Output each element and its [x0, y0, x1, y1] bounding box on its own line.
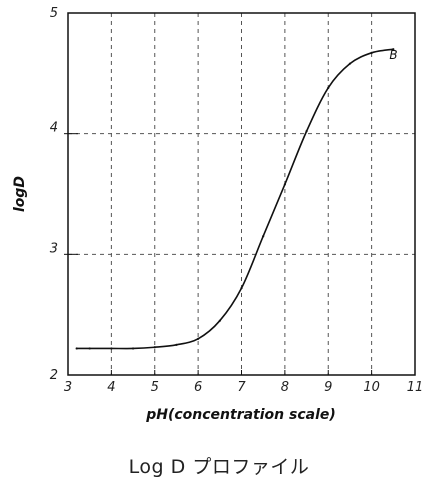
data-point: [110, 347, 113, 350]
data-point: [262, 235, 265, 238]
data-point: [131, 347, 135, 350]
y-tick-label: 5: [50, 6, 58, 21]
data-point: [240, 287, 243, 290]
data-point: [283, 183, 286, 186]
x-tick-label: 3: [64, 380, 72, 395]
y-tick-label: 3: [50, 241, 58, 256]
data-point: [370, 51, 373, 54]
y-axis-title: logD: [12, 176, 28, 212]
x-tick-label: 11: [407, 380, 424, 395]
x-tick-label: 4: [107, 380, 115, 395]
y-tick-label: 4: [50, 121, 58, 136]
data-point: [218, 319, 221, 322]
y-tick-label: 2: [50, 368, 58, 383]
series-line: [76, 48, 394, 350]
x-tick-label: 7: [237, 380, 246, 395]
chart-caption: Log D プロファイル: [128, 456, 310, 478]
data-point: [88, 347, 91, 350]
data-point: [305, 130, 308, 133]
data-point: [75, 347, 78, 350]
chart: 3 4 5 6 7 8 9 10 11 2 3 4 5 B pH(concentration scale…: [12, 6, 424, 423]
series-label: B: [389, 48, 397, 62]
data-point: [175, 343, 178, 346]
x-axis-title: pH(concentration scale): [145, 407, 336, 423]
x-tick-label: 5: [151, 380, 159, 395]
x-tick-label: 10: [363, 380, 380, 395]
data-point: [153, 346, 156, 349]
data-point: [327, 86, 330, 89]
series: B: [75, 48, 398, 350]
data-point: [197, 337, 200, 340]
x-tick-label: 9: [324, 380, 332, 395]
x-tick-label: 6: [194, 380, 202, 395]
data-point: [392, 48, 395, 51]
grid: [68, 13, 415, 375]
x-tick-label: 8: [281, 380, 289, 395]
data-point: [348, 62, 352, 65]
